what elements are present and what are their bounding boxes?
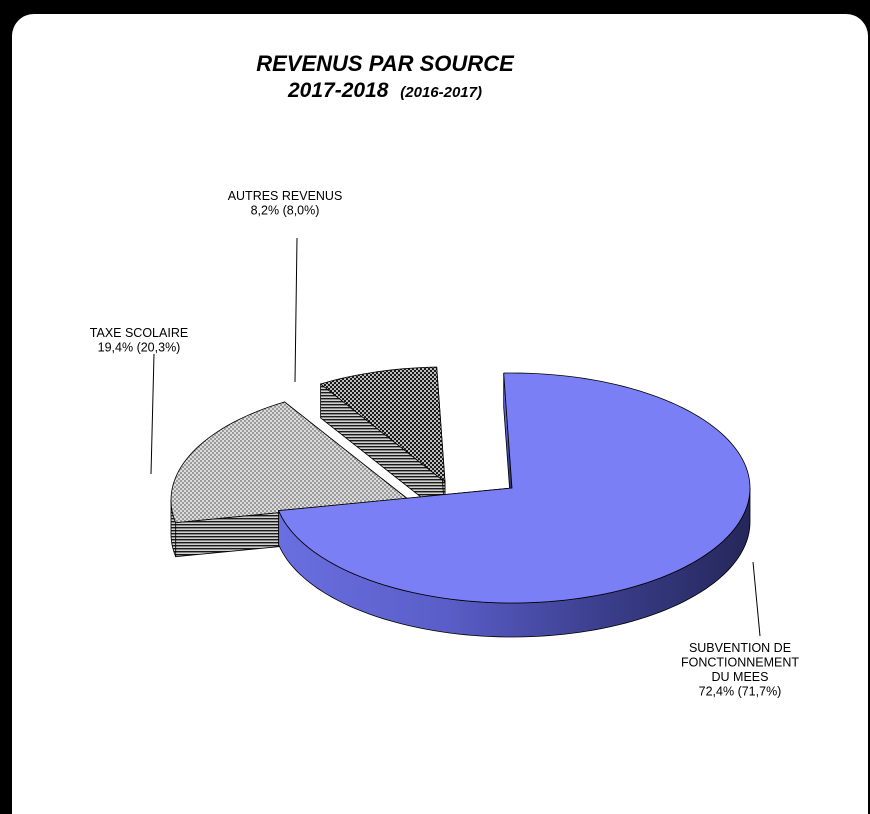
label-autres-value: 8,2% (8,0%) — [251, 204, 320, 218]
chart-frame: REVENUS PAR SOURCE 2017-2018 (2016-2017)… — [12, 14, 868, 814]
leader-subvention — [752, 561, 761, 637]
leader-lines — [150, 237, 761, 637]
slice-taxe-top — [170, 401, 411, 524]
slice-subvention — [278, 372, 751, 638]
label-subvention-name-2: FONCTIONNEMENT — [681, 656, 799, 670]
slice-autres-top — [320, 366, 446, 483]
subtitle-paren: (2016-2017) — [400, 84, 482, 101]
chart-title: REVENUS PAR SOURCE — [256, 51, 515, 76]
label-subvention-value: 72,4% (71,7%) — [699, 685, 782, 699]
subtitle-main: 2017-2018 — [287, 79, 389, 102]
leader-taxe — [150, 353, 155, 475]
label-taxe-name-1: TAXE SCOLAIRE — [90, 326, 188, 340]
leader-autres — [294, 237, 298, 383]
slice-subvention-top — [278, 372, 751, 604]
label-autres-name-1: AUTRES REVENUS — [228, 189, 343, 203]
slice-autres — [320, 366, 446, 517]
slices-layer — [170, 366, 751, 638]
pie-chart: REVENUS PAR SOURCE 2017-2018 (2016-2017)… — [90, 51, 800, 699]
label-subvention-name-1: SUBVENTION DE — [689, 641, 791, 655]
chart-subtitle: 2017-2018 (2016-2017) — [287, 79, 482, 102]
label-taxe-value: 19,4% (20,3%) — [98, 341, 181, 355]
label-subvention-name-3: DU MEES — [712, 670, 769, 684]
